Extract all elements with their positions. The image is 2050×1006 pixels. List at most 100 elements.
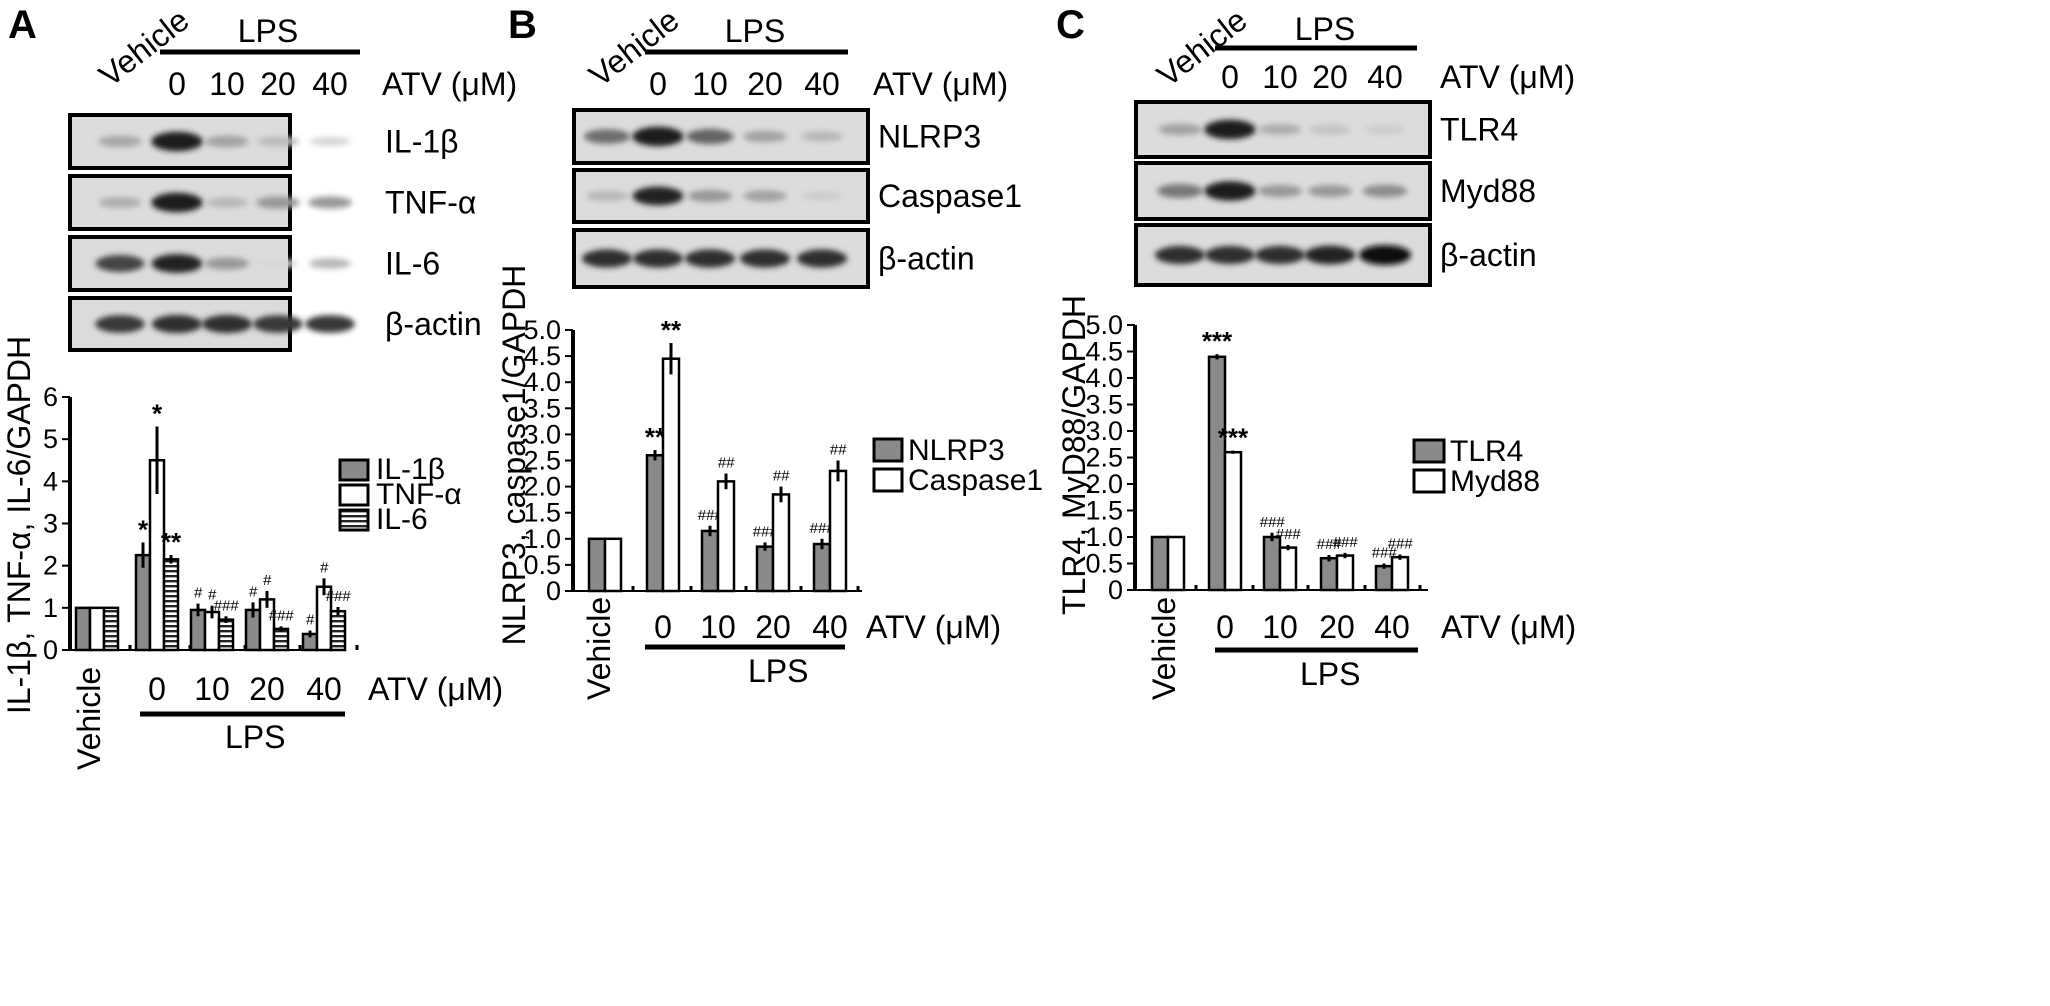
blot-band <box>305 315 355 333</box>
blot-band <box>151 131 203 152</box>
blot-band <box>95 255 145 272</box>
significance-mark: ** <box>645 422 666 452</box>
y-tick-label: 1.0 <box>1085 522 1123 552</box>
y-tick-label: 3 <box>43 509 58 539</box>
blot-band <box>1257 184 1303 198</box>
x-category-label: 0 <box>1216 609 1234 645</box>
blot-label: β-actin <box>878 241 975 277</box>
x-category-label: 40 <box>812 609 848 645</box>
blot-band <box>1158 123 1202 136</box>
blot-band <box>201 314 253 334</box>
x-axis-label: ATV (μM) <box>368 671 503 707</box>
legend-label: IL-6 <box>376 503 428 536</box>
blot-atv-label: ATV (μM) <box>1440 59 1575 95</box>
bar <box>1335 554 1355 592</box>
blot-label: IL-1β <box>385 124 459 160</box>
blot-dose-label: 10 <box>692 66 728 102</box>
blot-band <box>632 186 684 206</box>
blot-dose-label: 0 <box>168 66 186 102</box>
blot-band <box>1309 124 1351 135</box>
blot-band <box>585 190 629 202</box>
blot-band <box>256 136 300 147</box>
blot-band <box>98 135 142 148</box>
y-tick-label: 3.5 <box>1085 390 1123 420</box>
x-category-label: 10 <box>1262 609 1298 645</box>
bar <box>587 537 607 593</box>
blot-band <box>1307 184 1353 198</box>
blot-band <box>684 249 736 268</box>
significance-mark: ### <box>268 607 294 624</box>
significance-mark: # <box>208 587 217 604</box>
y-tick-label: 2 <box>43 551 58 581</box>
x-vehicle-label: Vehicle <box>1146 597 1182 700</box>
significance-mark: # <box>320 559 329 576</box>
y-tick-label: 1 <box>43 593 58 623</box>
blot-band <box>743 190 787 202</box>
bar <box>700 529 720 593</box>
significance-mark: ### <box>697 507 723 524</box>
bar <box>272 627 290 652</box>
y-axis-label: NLRP3, caspase1/GAPDH <box>496 265 532 646</box>
y-tick-label: 0.5 <box>523 550 561 580</box>
bar <box>1390 555 1410 592</box>
blot-band <box>255 196 301 209</box>
blot-label: β-actin <box>385 306 482 342</box>
blot-label: Caspase1 <box>878 178 1022 214</box>
bar <box>88 606 106 652</box>
y-axis-label: TLR4, MyD88/GAPDH <box>1056 295 1092 615</box>
legend-label: NLRP3 <box>908 434 1005 467</box>
bar <box>645 454 665 593</box>
x-category-label: 0 <box>148 671 166 707</box>
blot-band <box>1362 184 1408 198</box>
blot-band <box>632 126 684 147</box>
y-tick-label: 0.5 <box>1085 549 1123 579</box>
blot-band <box>1204 245 1256 265</box>
blot-band <box>796 249 848 268</box>
legend-label: Caspase1 <box>908 464 1043 497</box>
bar <box>755 545 775 593</box>
bar <box>1223 450 1243 592</box>
blot-atv-label: ATV (μM) <box>873 66 1008 102</box>
y-tick-label: 3.5 <box>523 393 561 423</box>
x-category-label: 20 <box>1319 609 1355 645</box>
bar <box>134 553 152 652</box>
legend-swatch <box>872 437 904 463</box>
blot-band <box>1154 245 1206 265</box>
blot-band <box>205 135 249 148</box>
blot-dose-label: 40 <box>804 66 840 102</box>
x-lps-label: LPS <box>1300 656 1360 692</box>
significance-mark: ### <box>1332 534 1358 551</box>
x-vehicle-label: Vehicle <box>71 667 107 770</box>
bar <box>661 357 681 593</box>
legend-label: TNF-α <box>376 478 462 511</box>
y-tick-label: 4.0 <box>523 367 561 397</box>
panel-letter: B <box>508 3 537 47</box>
legend-swatch <box>1412 468 1446 494</box>
x-category-label: 20 <box>755 609 791 645</box>
significance-mark: ** <box>661 315 682 345</box>
blot-band <box>583 129 631 144</box>
y-tick-label: 0 <box>546 576 561 606</box>
bar <box>1150 535 1170 592</box>
y-tick-label: 3.0 <box>1085 416 1123 446</box>
blot-band <box>98 197 142 208</box>
bar <box>603 537 623 593</box>
y-tick-label: 3.0 <box>523 419 561 449</box>
blot-band <box>581 249 633 268</box>
blot-band <box>739 249 791 268</box>
significance-mark: *** <box>1218 423 1249 453</box>
legend-label: TLR4 <box>1450 435 1523 468</box>
bar <box>1319 556 1339 592</box>
blot-band <box>151 314 203 334</box>
blot-dose-label: 40 <box>1367 59 1403 95</box>
blot-band <box>205 197 249 208</box>
bar <box>1278 546 1298 592</box>
blot-dose-label: 40 <box>312 66 348 102</box>
blot-band <box>1258 124 1302 135</box>
legend-swatch <box>338 458 370 482</box>
blot-label: β-actin <box>1440 237 1537 273</box>
blot-lps-label: LPS <box>238 13 298 49</box>
blot-band <box>1204 119 1256 140</box>
blot-band <box>1359 245 1411 265</box>
